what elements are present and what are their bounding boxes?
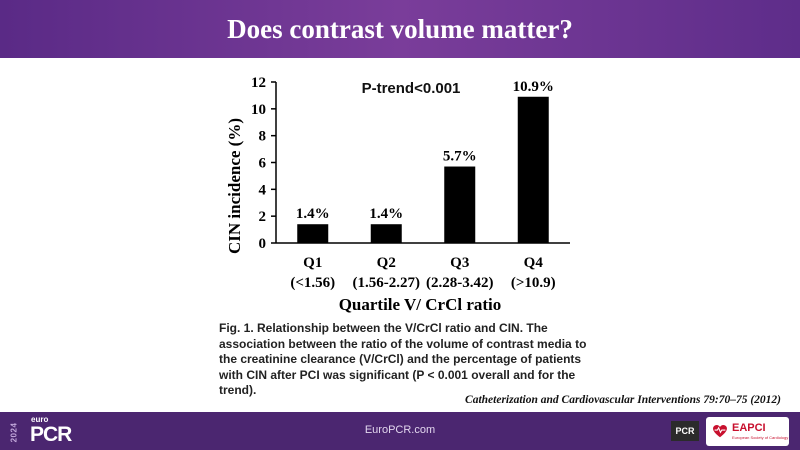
x-axis-label: Quartile V/ CrCl ratio	[339, 295, 502, 314]
y-axis-label: CIN incidence (%)	[225, 118, 244, 254]
x-tick-range-label: (2.28-3.42)	[426, 275, 494, 291]
europcr-logo-small-text: euro	[31, 415, 49, 424]
data-label-q2: 1.4%	[369, 206, 403, 222]
y-tick-label: 6	[259, 156, 267, 172]
x-tick-label: Q4	[524, 255, 544, 271]
x-tick-label: Q1	[303, 255, 322, 271]
data-label-q4: 10.9%	[513, 79, 554, 95]
data-label-q3: 5.7%	[443, 149, 477, 165]
p-trend-annotation: P-trend<0.001	[362, 80, 461, 97]
y-tick-label: 0	[259, 236, 267, 252]
x-tick-label: Q3	[450, 255, 469, 271]
bar-q2	[370, 224, 402, 243]
x-tick-range-label: (1.56-2.27)	[353, 275, 421, 291]
y-tick-label: 2	[259, 209, 267, 225]
pcr-badge-logo: PCR	[671, 421, 699, 441]
y-tick-label: 12	[251, 75, 266, 91]
figure-caption: Fig. 1. Relationship between the V/CrCl …	[219, 321, 587, 397]
bar-q1	[297, 224, 329, 243]
slide-title: Does contrast volume matter?	[227, 13, 573, 44]
data-label-q1: 1.4%	[296, 206, 330, 222]
footer-url: EuroPCR.com	[364, 424, 436, 436]
europcr-logo: PCR	[30, 423, 72, 446]
y-tick-label: 10	[251, 102, 266, 118]
x-tick-range-label: (>10.9)	[511, 275, 556, 291]
bar-q3	[444, 166, 476, 243]
y-tick-label: 8	[259, 129, 267, 145]
slide-footer: 2024 euro PCR EuroPCR.com PCR EAPCI Euro…	[0, 412, 800, 450]
eapci-logo: EAPCI European Society of Cardiology	[706, 417, 789, 446]
heart-icon	[713, 424, 727, 438]
eapci-sub-label: European Society of Cardiology	[732, 435, 789, 440]
citation: Catheterization and Cardiovascular Inter…	[465, 394, 781, 406]
x-tick-label: Q2	[377, 255, 396, 271]
bar-chart: 0 2 4 6 8 10 12 1.4% 1.4% 5.7% 10.9% Q1 (<1.56) Q2 (…	[225, 75, 570, 314]
x-tick-range-label: (<1.56)	[290, 275, 335, 291]
eapci-label: EAPCI	[732, 422, 766, 434]
y-tick-label: 4	[259, 182, 267, 198]
bar-q4	[517, 96, 549, 243]
slide-header: Does contrast volume matter?	[0, 0, 800, 58]
